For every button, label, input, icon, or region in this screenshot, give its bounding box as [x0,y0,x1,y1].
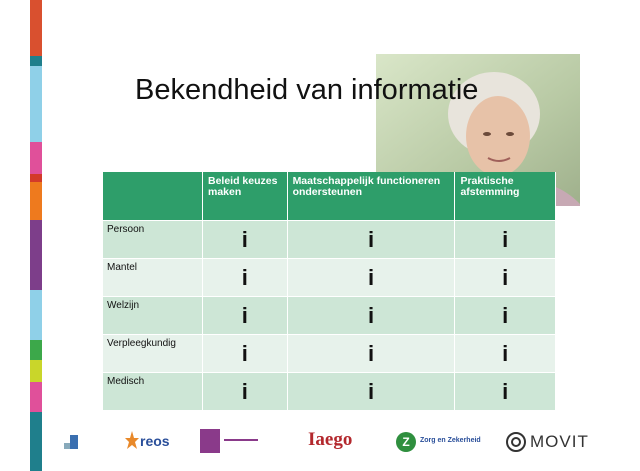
logo-icon [200,429,258,453]
table-row: Mantel i i i [103,258,556,297]
table-row: Verpleegkundig i i i [103,334,556,373]
strip [30,290,42,340]
logo: reos [140,433,170,449]
value-cell: i [202,220,288,259]
logo: Iaego [308,429,353,450]
strip [30,56,42,66]
value-cell: i [287,296,456,335]
logo-icon [506,432,526,452]
value-cell: i [454,334,556,373]
strip [30,142,42,174]
strip [30,220,42,290]
strip [30,340,42,360]
value-cell: i [202,334,288,373]
value-cell: i [287,220,456,259]
value-cell: i [202,296,288,335]
logo: Zorg en Zekerheid [420,437,481,444]
value-cell: i [287,334,456,373]
logo-icon [125,431,139,449]
row-label: Medisch [103,372,203,410]
table: Beleid keuzes maken Maatschappelijk funct… [103,172,556,410]
strip [30,382,42,412]
header-cell: Maatschappelijk functioneren ondersteune… [287,172,456,221]
logo-icon: Z [396,432,416,452]
table-row: Welzijn i i i [103,296,556,335]
value-cell: i [287,258,456,297]
value-cell: i [202,258,288,297]
header-cell [103,172,203,221]
table-row: Persoon i i i [103,220,556,259]
value-cell: i [454,296,556,335]
header-cell: Praktische afstemming [454,172,556,221]
strip [30,412,42,471]
strip [30,360,42,382]
header-cell: Beleid keuzes maken [202,172,288,221]
title: Bekendheid van informatie [135,74,479,106]
svg-text:Z: Z [402,435,409,449]
value-cell: i [454,220,556,259]
value-cell: i [287,372,456,410]
logo: MOVIT [530,432,589,451]
strip [30,182,42,220]
header-row: Beleid keuzes maken Maatschappelijk funct… [103,172,556,221]
row-label: Mantel [103,258,203,297]
logo-icon [64,435,78,449]
value-cell: i [202,372,288,410]
strip [30,174,42,182]
value-cell: i [454,258,556,297]
strip [30,66,42,142]
row-label: Welzijn [103,296,203,335]
value-cell: i [454,372,556,410]
strip [30,0,42,56]
row-label: Persoon [103,220,203,259]
table-row: Medisch i i i [103,372,556,410]
footer: reos Iaego Z Zorg en Zekerheid MOVIT [60,425,620,461]
row-label: Verpleegkundig [103,334,203,373]
